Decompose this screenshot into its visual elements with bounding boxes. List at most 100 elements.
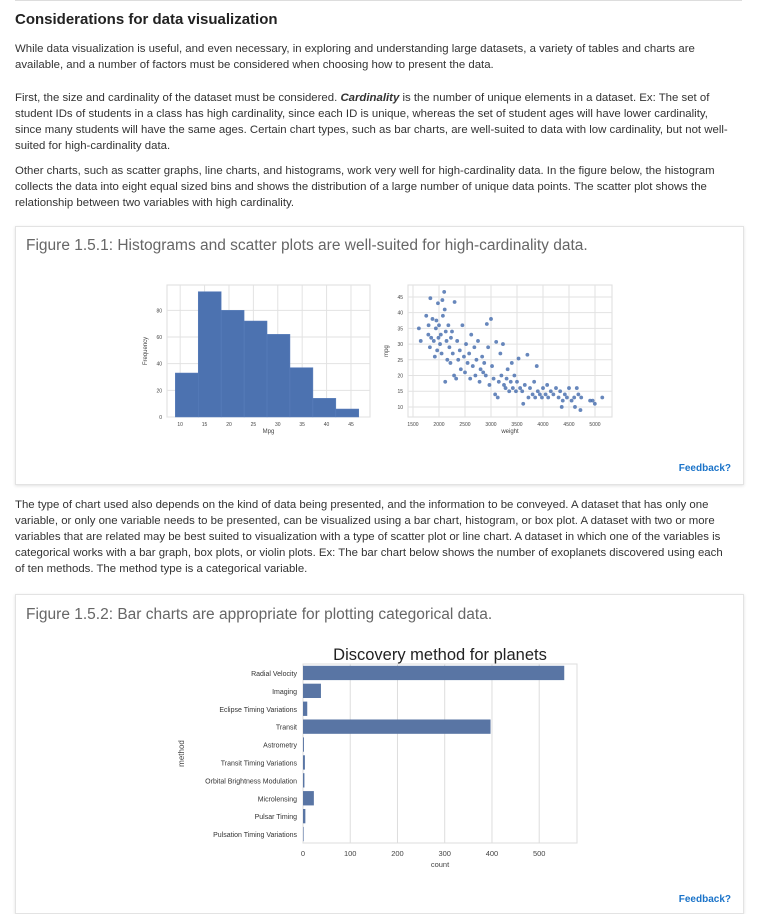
scatter-point [468, 376, 473, 381]
bar [303, 755, 305, 770]
scatter-point [559, 405, 564, 409]
scatter-point [493, 392, 498, 397]
scatter-point [481, 370, 486, 375]
scatter-point [443, 379, 448, 384]
paragraph-text: is the number of unique elements in a da… [15, 92, 728, 152]
y-tick-label: 40 [397, 311, 403, 317]
scatter-chart: 1500 2000 2500 3000 3500 4000 4500 5000 10 15 20 25… [384, 284, 613, 435]
feedback-link[interactable]: Feedback? [678, 894, 731, 905]
y-tick-label: Eclipse Timing Variations [219, 707, 297, 714]
scatter-point [442, 290, 447, 294]
scatter-point [600, 395, 605, 400]
x-axis-label: weight [500, 429, 519, 435]
x-tick-label: 10 [177, 422, 183, 428]
y-tick-label: Imaging [272, 689, 297, 696]
scatter-point [567, 386, 571, 390]
y-tick-label: 45 [397, 295, 403, 301]
scatter-point [486, 345, 491, 350]
histogram-bar [243, 320, 268, 418]
y-tick-label: 0 [159, 415, 162, 421]
scatter-point [508, 379, 513, 384]
scatter-point [495, 395, 500, 400]
scatter-point [457, 348, 462, 353]
scatter-point [551, 392, 556, 397]
scatter-point [428, 296, 433, 301]
scatter-point [565, 395, 569, 400]
bar [303, 683, 321, 699]
scatter-point [478, 367, 483, 372]
scatter-point [573, 405, 577, 409]
scatter-point [436, 301, 440, 306]
scatter-point [432, 354, 437, 359]
scatter-point [522, 383, 527, 387]
y-tick-label: Pulsar Timing [255, 814, 298, 821]
y-tick-label: Transit Timing Variations [221, 760, 298, 767]
x-tick-label: 100 [344, 849, 357, 858]
scatter-point [462, 354, 466, 359]
scatter-point [515, 379, 519, 384]
x-tick-label: 300 [438, 849, 451, 858]
scatter-point [456, 357, 461, 362]
scatter-point [469, 332, 474, 337]
scatter-point [424, 313, 429, 318]
scatter-point [499, 373, 504, 378]
scatter-point [579, 395, 584, 400]
bar [303, 808, 306, 824]
scatter-point [510, 386, 515, 390]
bar [303, 737, 304, 752]
x-tick-label: 15 [202, 422, 208, 428]
term-cardinality: Cardinality [340, 92, 400, 104]
x-tick-label: 3000 [485, 422, 496, 428]
scatter-point [528, 386, 532, 390]
y-tick-label: 60 [156, 335, 162, 341]
scatter-point [454, 376, 459, 381]
scatter-point [554, 386, 558, 390]
x-tick-label: 4000 [537, 422, 548, 428]
scatter-point [520, 389, 525, 394]
y-tick-label: Astrometry [263, 743, 297, 750]
scatter-point [592, 401, 597, 406]
x-tick-label: 20 [226, 422, 232, 428]
y-tick-label: 80 [156, 308, 162, 314]
scatter-point [418, 339, 423, 343]
bar [303, 791, 314, 806]
x-tick-label: 35 [299, 422, 305, 428]
scatter-point [416, 326, 421, 331]
feedback-link[interactable]: Feedback? [678, 463, 731, 474]
scatter-point [489, 317, 493, 321]
scatter-point [521, 401, 526, 406]
y-tick-label: 20 [397, 374, 403, 380]
x-tick-label: 5000 [589, 422, 600, 428]
scatter-point [464, 342, 468, 346]
scatter-point [480, 354, 485, 359]
scatter-point [541, 386, 545, 390]
scatter-point [540, 395, 544, 400]
scatter-point [450, 329, 454, 334]
scatter-point [463, 370, 467, 375]
x-tick-label: 0 [301, 849, 305, 858]
y-tick-label: 10 [397, 405, 403, 411]
scatter-point [498, 351, 503, 356]
scatter-point [477, 379, 482, 384]
bar [303, 826, 304, 842]
histogram-bar [220, 310, 245, 418]
scatter-point [502, 383, 506, 387]
scatter-point [448, 361, 453, 365]
y-tick-label: Radial Velocity [251, 671, 297, 678]
scatter-point [574, 386, 579, 390]
scatter-point [474, 357, 479, 362]
histogram-bar [197, 291, 222, 418]
scatter-point [426, 323, 431, 328]
y-tick-label: Pulsation Timing Variations [213, 832, 297, 839]
scatter-point [576, 392, 581, 397]
scatter-point [438, 332, 443, 337]
scatter-point [501, 342, 505, 346]
scatter-point [507, 389, 512, 394]
x-tick-label: 200 [391, 849, 404, 858]
paragraph-chart-types: The type of chart used also depends on t… [15, 499, 723, 575]
scatter-point [460, 323, 465, 328]
scatter-point [560, 398, 565, 403]
histogram-bar [266, 334, 291, 418]
scatter-point [473, 373, 478, 378]
x-tick-label: 45 [348, 422, 354, 428]
